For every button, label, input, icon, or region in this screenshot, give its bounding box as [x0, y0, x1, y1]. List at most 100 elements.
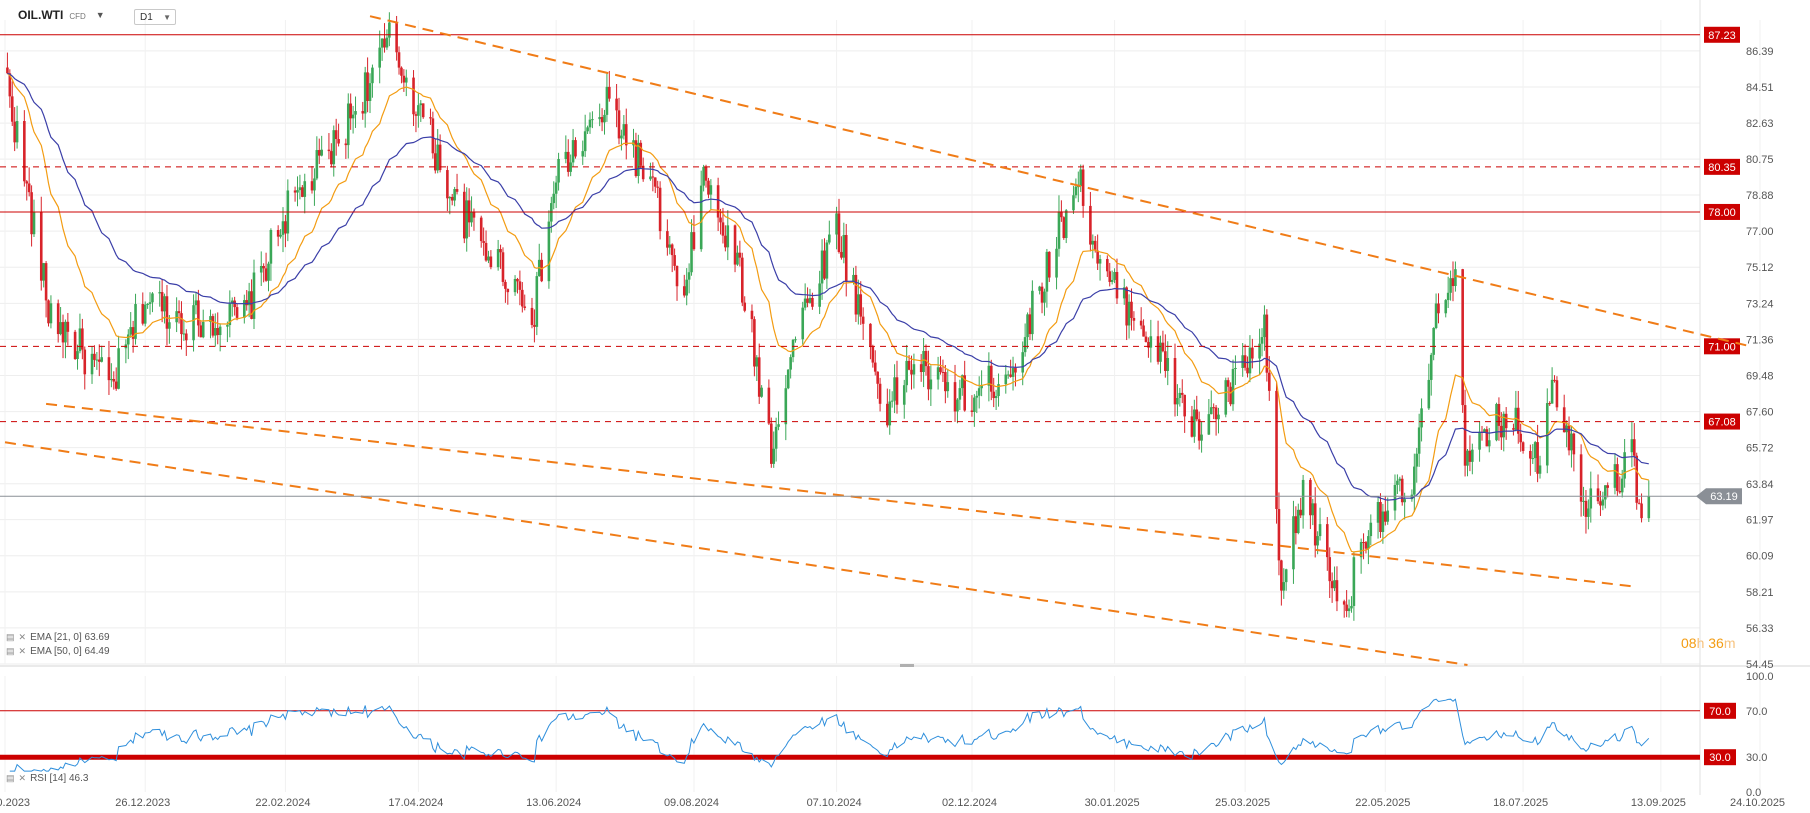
candle	[317, 150, 321, 156]
candle	[873, 362, 877, 372]
candle	[1316, 536, 1319, 546]
candle	[327, 149, 331, 152]
candle	[194, 300, 198, 306]
candle	[1207, 414, 1211, 435]
candle	[1173, 357, 1177, 405]
candle	[1183, 394, 1186, 417]
candle	[470, 212, 473, 223]
candle	[419, 103, 423, 106]
candle	[521, 289, 524, 307]
candle	[177, 311, 181, 314]
candle	[117, 348, 120, 389]
legend-ema21[interactable]: ▤ ✕ EMA [21, 0] 63.69	[6, 632, 110, 643]
x-tick-label: 22.02.2024	[255, 797, 310, 809]
candle	[878, 383, 882, 404]
candle	[535, 276, 539, 327]
x-tick-label: 07.10.2024	[807, 797, 862, 809]
settings-icon[interactable]: ▤	[6, 773, 15, 783]
candle	[1200, 434, 1203, 441]
candle	[617, 110, 621, 139]
y-tick-label: 67.60	[1746, 407, 1774, 419]
candle	[56, 303, 60, 335]
candle	[989, 365, 993, 392]
candle	[658, 187, 662, 232]
candle	[1512, 428, 1515, 430]
candle	[107, 357, 111, 381]
level-label: 87.23	[1708, 30, 1736, 42]
candle	[506, 288, 510, 293]
candle	[95, 359, 99, 361]
candle	[552, 193, 556, 204]
rsi-level-label: 70.0	[1709, 706, 1730, 718]
candle	[371, 67, 374, 84]
candle	[1601, 499, 1605, 506]
candle	[685, 279, 688, 296]
candle	[1596, 488, 1600, 502]
candle	[675, 265, 679, 287]
candle	[1550, 379, 1554, 404]
trendline	[369, 15, 1751, 348]
candle	[854, 274, 858, 315]
candle	[820, 250, 824, 284]
candle	[15, 121, 19, 143]
settings-icon[interactable]: ▤	[6, 646, 15, 656]
candle	[1572, 433, 1576, 455]
candle	[1031, 290, 1034, 335]
candle	[1362, 542, 1365, 544]
candle	[313, 178, 316, 191]
candle	[586, 127, 589, 132]
candle	[73, 331, 77, 360]
candle	[876, 371, 879, 384]
candle	[1113, 271, 1116, 280]
y-tick-label: 56.33	[1746, 623, 1774, 635]
candle	[180, 313, 183, 335]
candle	[97, 359, 101, 362]
x-tick-label: 22.05.2025	[1355, 797, 1410, 809]
candle	[1393, 484, 1397, 511]
legend-rsi[interactable]: ▤ ✕ RSI [14] 46.3	[6, 773, 88, 784]
candle	[608, 86, 611, 99]
candle	[707, 180, 710, 195]
candle	[131, 327, 135, 339]
candle	[1536, 442, 1539, 474]
candle	[496, 249, 500, 268]
candle	[192, 305, 195, 341]
candle	[750, 310, 754, 320]
candle	[1212, 407, 1215, 409]
candle	[992, 391, 995, 399]
candle	[27, 183, 31, 193]
chevron-down-icon[interactable]: ▼	[95, 10, 105, 20]
candle	[857, 294, 860, 315]
close-icon[interactable]: ✕	[18, 646, 27, 656]
candle	[114, 381, 118, 389]
candle	[366, 72, 369, 101]
candle	[429, 117, 432, 119]
candle	[1616, 464, 1619, 491]
candle	[141, 304, 145, 324]
instrument-selector[interactable]: OIL.WTI CFD ▼	[18, 8, 105, 22]
candle	[1132, 317, 1136, 321]
candle	[90, 353, 94, 375]
candle	[182, 333, 186, 335]
candle	[1130, 301, 1133, 318]
legend-ema50[interactable]: ▤ ✕ EMA [50, 0] 64.49	[6, 646, 110, 657]
candle	[388, 22, 391, 38]
timeframe-select[interactable]: D1 ▼	[134, 9, 176, 25]
candle	[1384, 511, 1387, 522]
settings-icon[interactable]: ▤	[6, 632, 15, 642]
candle	[1267, 372, 1271, 391]
candle	[946, 382, 950, 392]
candle	[615, 98, 618, 111]
candle	[1570, 433, 1573, 451]
candle	[757, 357, 761, 397]
candle	[1451, 278, 1455, 287]
candle	[199, 325, 203, 338]
candle	[740, 257, 744, 303]
candle	[1214, 407, 1218, 420]
candle	[1260, 337, 1264, 344]
candle	[151, 293, 154, 303]
close-icon[interactable]: ✕	[18, 773, 27, 783]
candle	[1533, 442, 1537, 459]
close-icon[interactable]: ✕	[18, 632, 27, 642]
